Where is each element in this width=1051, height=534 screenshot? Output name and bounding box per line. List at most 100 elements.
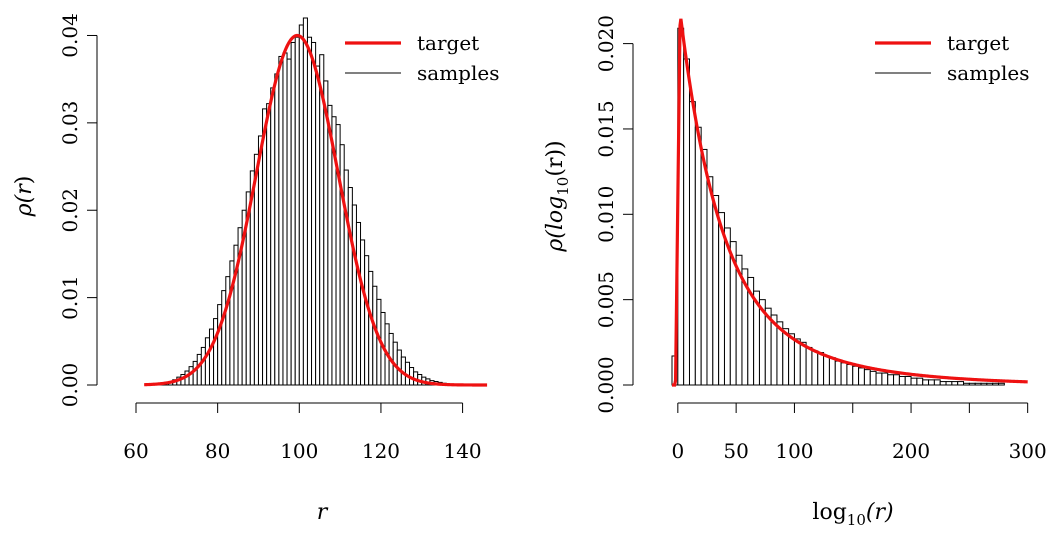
histogram-bar: [992, 382, 1000, 386]
histogram-bar: [904, 375, 912, 386]
histogram-bar: [922, 379, 930, 386]
histogram-bar: [360, 239, 366, 386]
histogram-bar: [700, 148, 708, 386]
histogram-bar: [306, 36, 313, 386]
x-tick-label: 60: [123, 439, 148, 463]
histogram-bar: [204, 337, 210, 386]
histogram-bar: [311, 41, 317, 386]
left-histogram-bars: [151, 17, 455, 386]
histogram-bar: [253, 153, 259, 386]
histogram-bar: [858, 367, 865, 386]
histogram-bar: [968, 382, 976, 386]
histogram-bar: [828, 357, 836, 386]
histogram-bar: [278, 55, 284, 386]
right-legend: target samples: [875, 31, 1029, 85]
left-x-axis: 60 80 100 120 140: [123, 402, 482, 463]
histogram-bar: [694, 126, 702, 386]
y-tick-label: 0.015: [594, 100, 618, 157]
y-tick-label: 0.00: [58, 363, 82, 408]
histogram-bar: [327, 104, 333, 386]
legend-label: samples: [417, 61, 499, 85]
histogram-bar: [294, 36, 300, 386]
y-tick-label: 0.020: [594, 15, 618, 72]
histogram-bar: [951, 381, 959, 386]
left-legend: target samples: [345, 31, 499, 85]
histogram-bar: [817, 352, 825, 386]
histogram-bar: [986, 382, 994, 386]
histogram-bar: [368, 270, 374, 386]
histogram-bar: [266, 103, 272, 386]
right-x-axis-label: log10(r): [812, 500, 893, 529]
y-tick-label: 0.03: [58, 101, 82, 146]
left-target-curve: [144, 33, 488, 387]
histogram-bar: [799, 341, 807, 386]
legend-label: target: [417, 31, 479, 55]
histogram-bar: [910, 377, 918, 386]
histogram-bar: [298, 24, 304, 386]
histogram-bar: [974, 382, 982, 386]
right-y-label-base: ρ(log: [543, 196, 568, 253]
histogram-bar: [347, 187, 353, 386]
left-y-axis: 0.00 0.01 0.02 0.03 0.04: [58, 13, 98, 408]
histogram-bar: [893, 374, 900, 386]
y-tick-label: 0.005: [594, 271, 618, 328]
histogram-bar: [957, 381, 965, 386]
histogram-bar: [712, 195, 720, 386]
y-tick-label: 0.02: [58, 188, 82, 233]
histogram-bar: [998, 382, 1005, 386]
left-y-label-base: ρ(r: [12, 183, 37, 218]
x-tick-label: 0: [671, 439, 684, 463]
histogram-bar: [939, 381, 947, 386]
histogram-bar: [262, 108, 268, 386]
right-y-label-rest: (r)): [543, 140, 568, 176]
right-x-axis: 0 50 100 200 300: [671, 402, 1047, 463]
histogram-bar: [782, 328, 790, 386]
histogram-bar: [282, 52, 288, 386]
x-tick-label: 100: [280, 439, 318, 463]
y-tick-label: 0.01: [58, 275, 82, 320]
histogram-bar: [221, 290, 227, 386]
histogram-bar: [274, 73, 280, 386]
histogram-bar: [315, 65, 321, 386]
right-x-label-base: log: [812, 500, 846, 525]
histogram-bar: [963, 382, 970, 386]
histogram-bar: [875, 372, 883, 386]
right-x-label-rest: (r): [866, 500, 894, 525]
histogram-bar: [881, 372, 889, 386]
histogram-bar: [217, 304, 223, 386]
right-y-label-sub: 10: [554, 177, 572, 196]
histogram-bar: [213, 318, 219, 386]
histogram-bar: [980, 382, 988, 386]
histogram-bar: [683, 58, 690, 386]
legend-label: target: [947, 31, 1009, 55]
x-tick-label: 200: [892, 439, 930, 463]
histogram-bar: [863, 369, 871, 386]
histogram-bar: [270, 87, 276, 386]
histogram-bar: [364, 255, 370, 386]
histogram-bar: [208, 328, 215, 386]
histogram-bar: [286, 58, 292, 386]
histogram-bar: [200, 346, 206, 386]
legend-label: samples: [947, 61, 1029, 85]
y-tick-label: 0.04: [58, 13, 82, 58]
histogram-bar: [805, 346, 813, 386]
histogram-bar: [257, 135, 264, 386]
right-panel: 0 50 100 200 300 0.000 0.005 0.010 0.015 0.020 t…: [543, 15, 1047, 529]
left-y-axis-label: ρ(r): [12, 176, 37, 218]
histogram-bar: [192, 360, 198, 386]
histogram-bar: [323, 80, 329, 386]
histogram-bar: [933, 379, 941, 386]
histogram-bar: [916, 377, 924, 386]
histogram-bar: [846, 364, 854, 386]
histogram-bar: [823, 355, 830, 386]
x-tick-label: 120: [362, 439, 400, 463]
histogram-bar: [887, 374, 895, 386]
left-panel: 60 80 100 120 140 0.00 0.01 0.02 0.03 0.04 targe…: [12, 13, 499, 525]
right-x-label-sub: 10: [847, 511, 866, 529]
histogram-bar: [372, 285, 378, 386]
histogram-bar: [945, 381, 953, 386]
x-tick-label: 100: [775, 439, 813, 463]
histogram-bar: [811, 350, 819, 386]
